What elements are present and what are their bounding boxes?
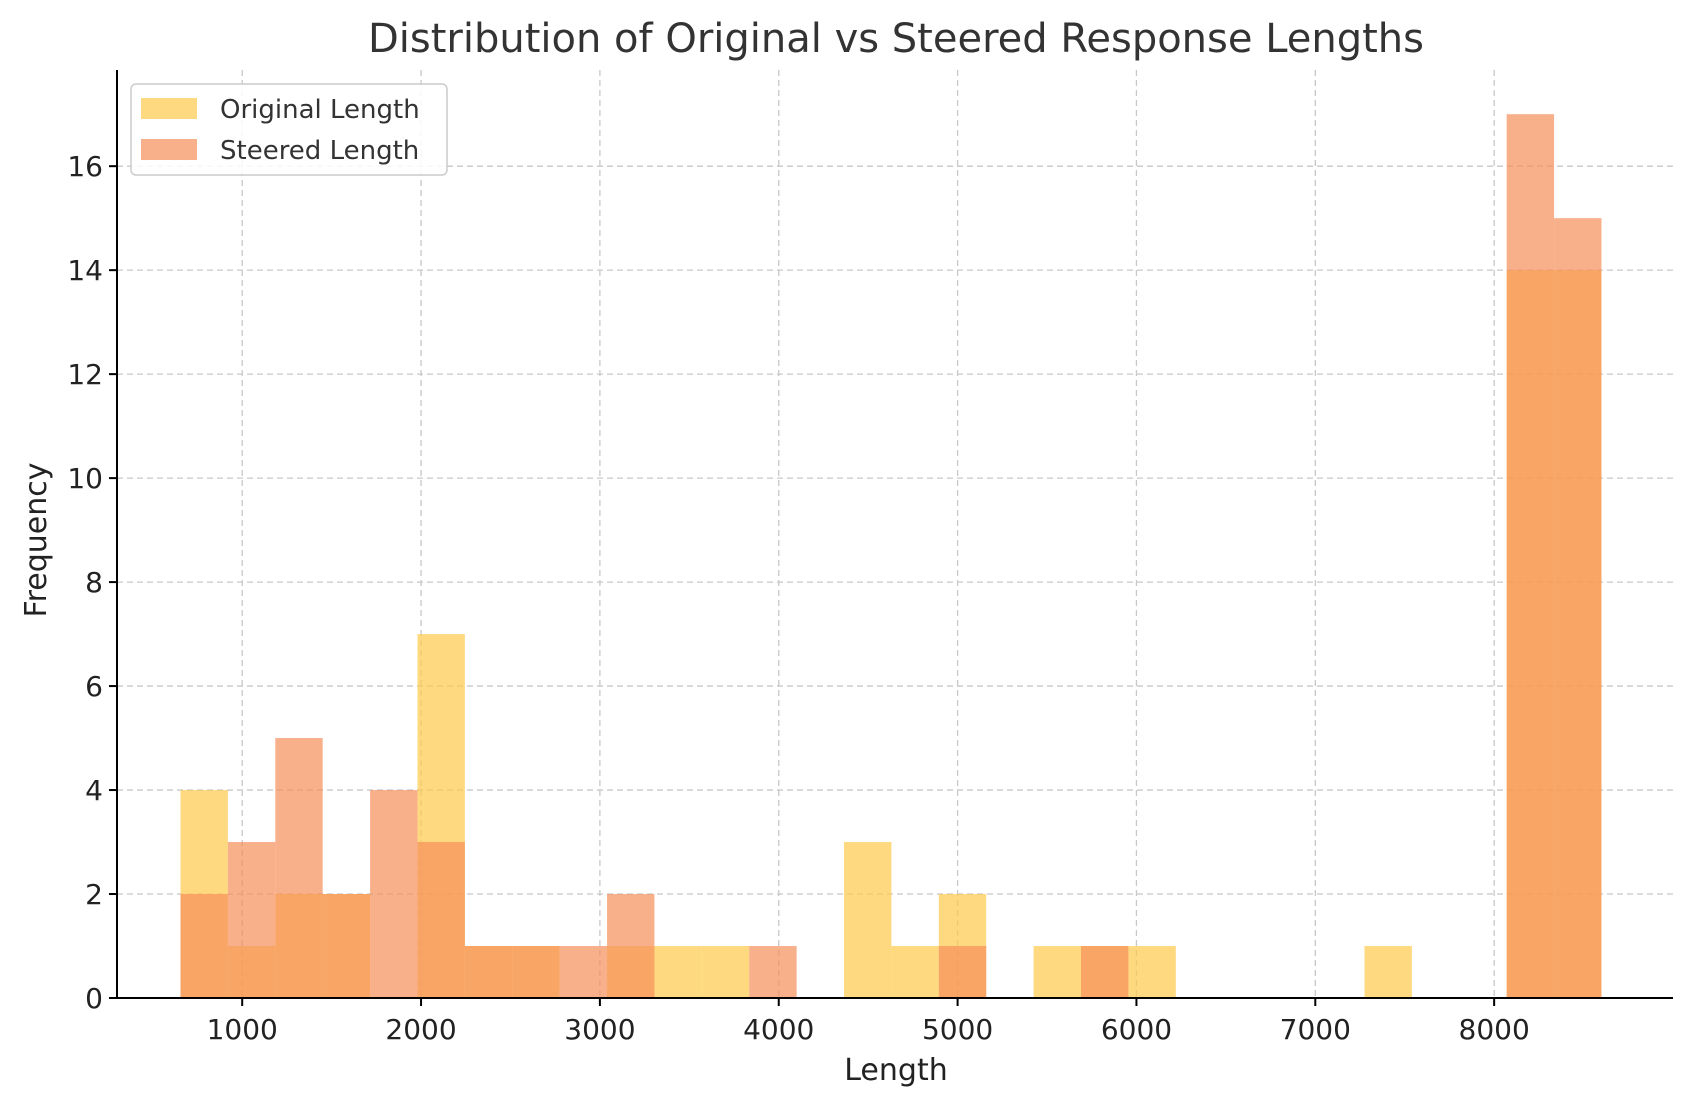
x-tick-label: 5000 [922,1013,993,1046]
y-tick-label: 16 [67,150,103,183]
bar-steered [322,894,371,998]
chart-title: Distribution of Original vs Steered Resp… [368,16,1424,62]
legend-swatch-original [141,98,197,119]
y-tick-label: 12 [67,358,103,391]
bar-original [654,946,702,998]
y-tick-label: 10 [67,462,103,495]
bar-steered [370,790,418,998]
bar-steered [512,946,560,998]
bar-steered [417,842,465,998]
x-tick-label: 2000 [385,1013,456,1046]
legend-swatch-steered [141,139,197,160]
y-tick-label: 6 [85,670,103,703]
legend-box [130,83,448,176]
y-tick-label: 14 [67,254,103,287]
y-tick-label: 8 [85,566,103,599]
x-tick-label: 3000 [564,1013,635,1046]
bar-steered [275,738,323,998]
x-tick-label: 6000 [1101,1013,1172,1046]
x-tick-label: 4000 [743,1013,814,1046]
legend: Original Length Steered Length [130,83,448,176]
bars-layer [180,114,1602,998]
bar-steered [227,842,276,998]
grid-layer [117,70,1673,999]
x-tick-label: 7000 [1280,1013,1351,1046]
axes-layer [116,70,1673,999]
bar-original [1128,946,1176,998]
bar-original [891,946,939,998]
bar-original [701,946,750,998]
y-tick-label: 0 [85,982,103,1015]
bar-steered [464,946,513,998]
y-axis-label: Frequency [19,463,54,618]
bar-steered [607,894,655,998]
ticks-layer: 1000 2000 3000 4000 5000 6000 7000 8000 0 2 4 6 8 10 1… [67,150,1529,1046]
bar-steered [180,894,228,998]
legend-label-steered: Steered Length [220,136,419,166]
bar-original [1364,946,1412,998]
y-tick-label: 2 [85,878,103,911]
bar-steered [1506,114,1555,998]
bar-steered [938,946,987,998]
bar-original [844,842,892,998]
bar-steered [559,946,608,998]
legend-label-original: Original Length [220,95,420,125]
bar-steered [1554,218,1602,998]
bar-original [1033,946,1082,998]
x-tick-label: 1000 [207,1013,278,1046]
y-tick-label: 4 [85,774,103,807]
bar-steered [1081,946,1129,998]
x-tick-label: 8000 [1459,1013,1530,1046]
x-axis-label: Length [844,1053,947,1088]
bar-steered [749,946,797,998]
